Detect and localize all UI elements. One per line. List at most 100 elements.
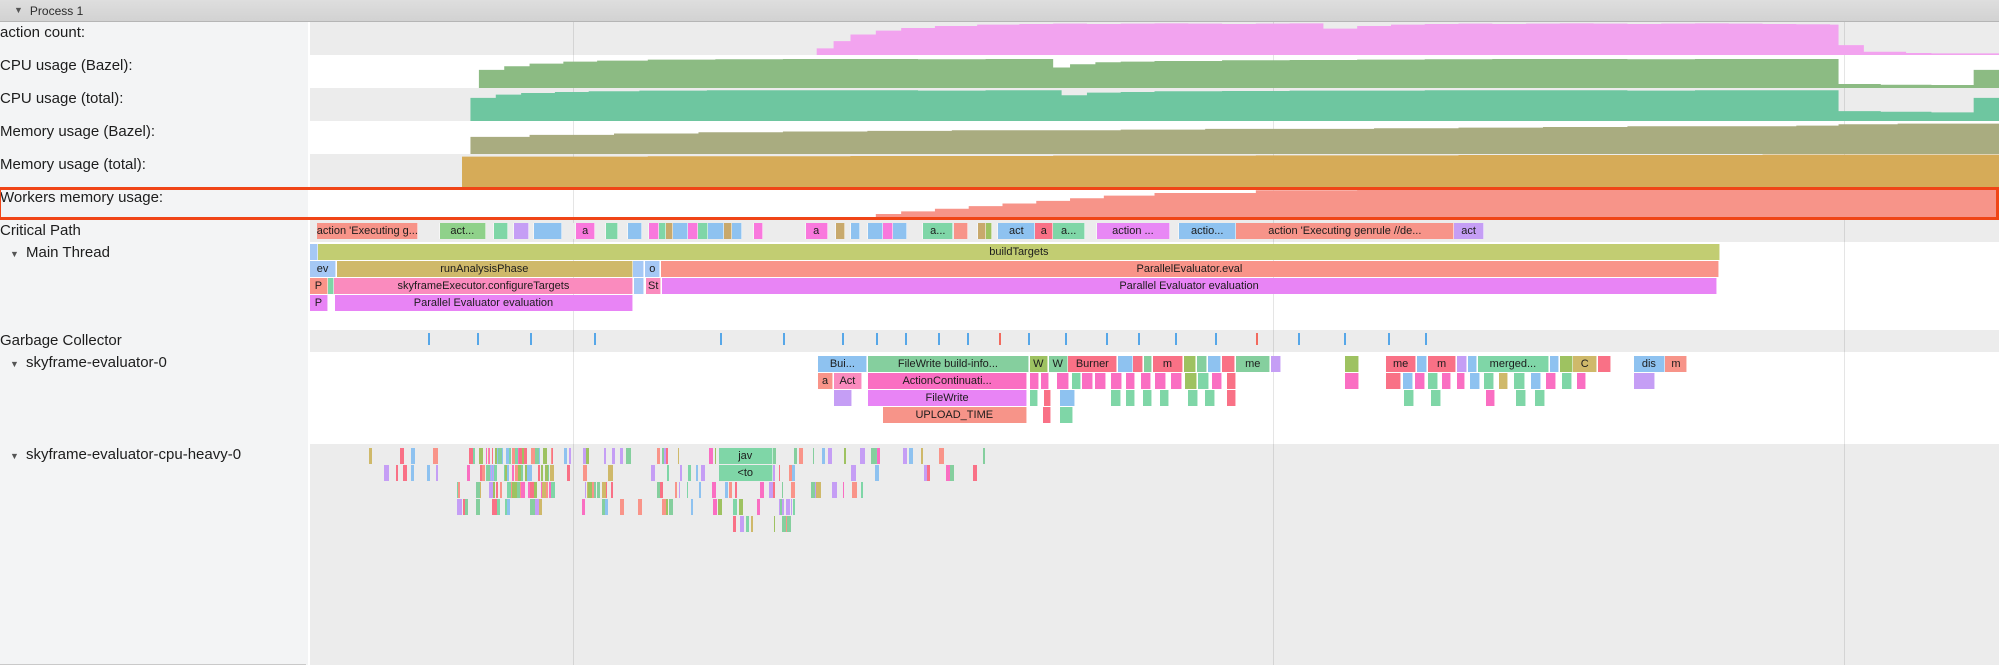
slice[interactable] [513, 482, 519, 498]
slice[interactable] [516, 482, 519, 498]
slice[interactable] [465, 499, 469, 515]
slice[interactable] [475, 482, 480, 498]
slice[interactable] [696, 465, 699, 481]
slice[interactable] [1205, 390, 1216, 406]
slice[interactable] [673, 223, 689, 239]
slice[interactable] [436, 465, 438, 481]
slice[interactable] [1597, 356, 1611, 372]
slice[interactable] [605, 482, 608, 498]
slice[interactable] [666, 465, 670, 481]
slice[interactable] [798, 448, 804, 464]
slice[interactable] [741, 223, 755, 239]
slice[interactable] [605, 223, 619, 239]
slice[interactable] [661, 448, 664, 464]
slice[interactable] [1546, 373, 1556, 389]
slice[interactable] [476, 499, 481, 515]
slice[interactable] [699, 482, 701, 498]
slice[interactable] [530, 448, 536, 464]
slice[interactable] [626, 448, 632, 464]
slice[interactable] [457, 499, 462, 515]
slice[interactable] [494, 448, 497, 464]
slice[interactable] [1441, 373, 1451, 389]
slice[interactable]: a [576, 223, 596, 239]
slice[interactable] [1059, 390, 1076, 406]
slice[interactable] [596, 482, 601, 498]
slice[interactable] [515, 465, 517, 481]
slice[interactable] [593, 482, 597, 498]
slice[interactable] [1344, 373, 1359, 389]
slice[interactable] [1514, 373, 1526, 389]
track-name-row-cpu-total[interactable]: CPU usage (total): [0, 88, 308, 121]
slice[interactable] [1125, 373, 1136, 389]
slice[interactable] [1198, 373, 1209, 389]
slice[interactable]: actio... [1178, 223, 1237, 239]
slice[interactable] [1196, 356, 1207, 372]
gc-tick[interactable] [1174, 333, 1177, 345]
slice[interactable] [844, 223, 852, 239]
slice[interactable] [1043, 407, 1051, 423]
slice[interactable] [773, 516, 775, 532]
slice[interactable] [967, 223, 978, 239]
slice[interactable] [514, 223, 529, 239]
slice[interactable] [718, 499, 722, 515]
slice[interactable] [610, 482, 613, 498]
slice[interactable] [369, 448, 372, 464]
slice[interactable] [983, 448, 986, 464]
slice[interactable] [788, 465, 794, 481]
slice[interactable]: m [1152, 356, 1184, 372]
slice[interactable] [530, 482, 534, 498]
slice[interactable] [1081, 373, 1093, 389]
slice[interactable]: a... [923, 223, 954, 239]
slice[interactable]: act [998, 223, 1036, 239]
slice[interactable] [757, 499, 760, 515]
slice[interactable]: W [1048, 356, 1068, 372]
slice[interactable] [467, 465, 471, 481]
slice[interactable]: ParallelEvaluator.eval [661, 261, 1719, 277]
slice[interactable] [876, 448, 881, 464]
slice[interactable] [1169, 223, 1179, 239]
slice[interactable] [497, 499, 501, 515]
slice[interactable] [633, 261, 644, 277]
slice[interactable] [568, 465, 571, 481]
slice[interactable] [1634, 373, 1656, 389]
slice[interactable] [619, 448, 623, 464]
slice[interactable] [485, 223, 495, 239]
slice[interactable] [656, 448, 660, 464]
slice[interactable]: a [818, 373, 833, 389]
slice[interactable] [499, 482, 503, 498]
slice[interactable] [1485, 390, 1495, 406]
slice[interactable] [1059, 407, 1074, 423]
slice[interactable] [471, 448, 476, 464]
slice[interactable] [618, 223, 628, 239]
slice[interactable] [675, 482, 677, 498]
slice[interactable] [924, 465, 927, 481]
slice[interactable] [650, 465, 656, 481]
slice[interactable] [1071, 373, 1082, 389]
slice[interactable] [310, 244, 318, 260]
slice[interactable] [1559, 356, 1573, 372]
slice[interactable] [516, 465, 518, 481]
slice[interactable] [521, 482, 526, 498]
slice[interactable]: action ... [1097, 223, 1170, 239]
track-name-row-cpu-bazel[interactable]: CPU usage (Bazel): [0, 55, 308, 88]
track-row-mem-total[interactable] [310, 154, 1999, 187]
slice[interactable] [723, 223, 733, 239]
slice[interactable] [1385, 373, 1402, 389]
slice[interactable] [562, 223, 576, 239]
slice[interactable] [790, 499, 793, 515]
slice[interactable]: m [1428, 356, 1456, 372]
slice[interactable] [1271, 356, 1282, 372]
slice[interactable] [1428, 373, 1439, 389]
slice[interactable] [738, 499, 743, 515]
slice[interactable] [1118, 356, 1133, 372]
slice[interactable] [410, 465, 415, 481]
slice[interactable] [1515, 390, 1527, 406]
slice[interactable] [945, 465, 951, 481]
slice[interactable] [602, 482, 606, 498]
slice[interactable] [463, 499, 466, 515]
slice[interactable] [822, 448, 826, 464]
slice[interactable] [506, 499, 511, 515]
gc-tick[interactable] [1387, 333, 1390, 345]
slice[interactable] [871, 448, 876, 464]
slice[interactable] [1549, 356, 1559, 372]
